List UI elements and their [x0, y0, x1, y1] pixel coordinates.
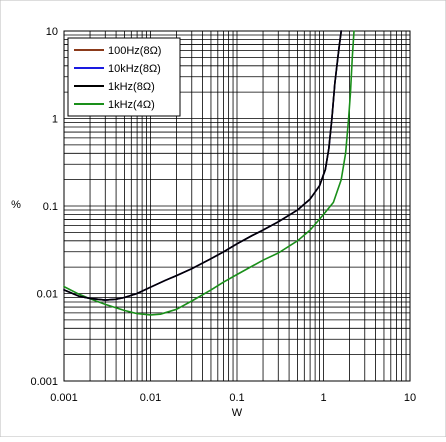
y-tick-label: 0.001	[30, 376, 58, 388]
legend-label: 10kHz(8Ω)	[108, 63, 161, 75]
series-line	[63, 30, 343, 301]
legend-label: 100Hz(8Ω)	[108, 45, 161, 57]
plot-frame	[63, 30, 411, 382]
x-axis-label: W	[232, 407, 243, 419]
x-tick-label: 0.01	[140, 392, 161, 404]
y-tick-label: 10	[46, 26, 58, 38]
x-tick-label: 0.001	[50, 392, 78, 404]
y-tick-label: 1	[52, 114, 58, 126]
tick-labels: 0.001 0.01 0.1 1 10 0.001 0.01 0.1 1 10	[30, 26, 416, 404]
y-tick-label: 0.1	[43, 201, 58, 213]
y-tick-label: 0.01	[37, 289, 58, 301]
legend: 100Hz(8Ω) 10kHz(8Ω) 1kHz(8Ω) 1kHz(4Ω)	[67, 37, 181, 117]
series-line	[63, 30, 355, 316]
x-tick-label: 1	[320, 392, 326, 404]
legend-label: 1kHz(8Ω)	[108, 81, 155, 93]
y-axis-label: %	[11, 199, 21, 211]
legend-label: 1kHz(4Ω)	[108, 99, 155, 111]
x-tick-label: 10	[404, 392, 416, 404]
series-group	[63, 30, 355, 316]
x-tick-label: 0.1	[229, 392, 244, 404]
